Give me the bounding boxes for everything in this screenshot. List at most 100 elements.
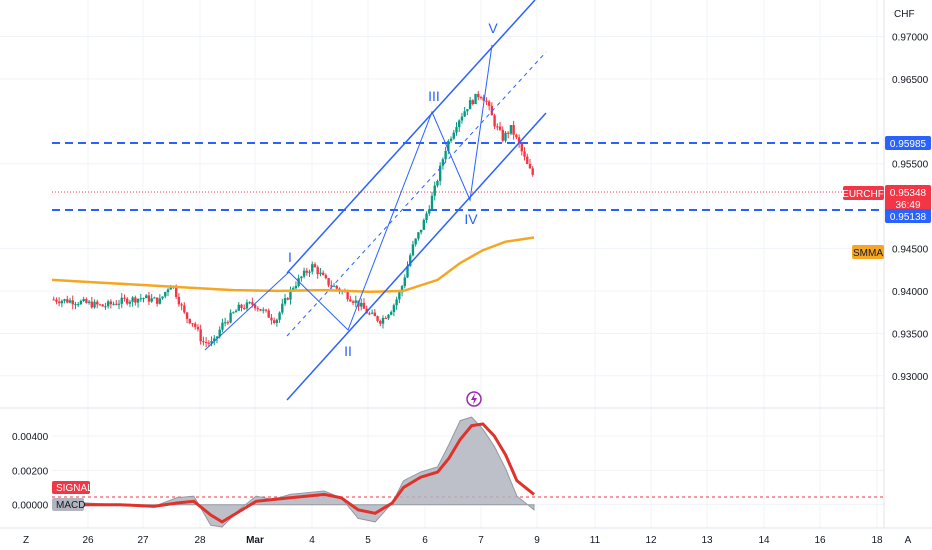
candle-body (79, 300, 83, 305)
candle-body (117, 303, 121, 305)
candle-body (466, 109, 469, 112)
candle-body (120, 297, 123, 304)
candlesticks (52, 91, 534, 348)
candle-body (349, 299, 352, 302)
candle-body (63, 299, 66, 301)
grid-lines (0, 0, 884, 528)
candle-body (275, 319, 279, 323)
candle-body (251, 302, 254, 305)
candle-body (300, 276, 303, 279)
candle-body (430, 195, 434, 210)
time-tick-label: 16 (814, 535, 826, 546)
candle-body (531, 168, 534, 175)
macd-label: MACD (56, 500, 85, 511)
candle-body (82, 299, 85, 301)
candle-body (55, 299, 58, 302)
candle-body (153, 297, 156, 299)
candle-body (381, 317, 385, 324)
candle-body (354, 300, 357, 303)
wave-label-5: V (488, 20, 498, 36)
candle-body (281, 303, 284, 313)
candle-body (400, 286, 404, 293)
signal-label: SIGNAL (56, 483, 93, 494)
candle-body (174, 286, 178, 297)
candle-body (164, 292, 167, 297)
candle-body (177, 296, 181, 305)
candle-body (292, 288, 295, 290)
candle-body (262, 309, 265, 311)
candle-body (438, 165, 442, 182)
candle-body (444, 150, 447, 160)
candle-body (455, 127, 458, 133)
channel-lower-line[interactable] (286, 112, 547, 401)
candle-body (507, 132, 510, 134)
candle-body (490, 105, 494, 116)
candle-body (68, 300, 72, 303)
candle-body (485, 100, 488, 102)
time-tick-label: Mar (246, 535, 264, 546)
time-tick-label: 4 (309, 535, 315, 546)
time-tick-label: 13 (701, 535, 713, 546)
candle-body (150, 298, 153, 302)
candle-body (199, 329, 202, 342)
time-tick-label: 18 (871, 535, 883, 546)
smma-line[interactable] (51, 236, 535, 294)
candle-body (436, 181, 439, 186)
candle-body (313, 264, 317, 268)
candle-body (498, 126, 502, 130)
candle-body (218, 329, 221, 337)
candle-body (468, 100, 472, 110)
event-marker-icon[interactable] (466, 391, 482, 407)
time-axis-left-corner[interactable]: Z (23, 535, 29, 546)
smma-label: SMMA (853, 248, 883, 259)
candle-body (526, 156, 529, 164)
signal-line (52, 422, 535, 524)
candle-body (387, 314, 390, 319)
candle-body (379, 320, 382, 324)
candle-body (180, 304, 183, 306)
time-axis-right-corner[interactable]: A (905, 535, 912, 546)
candle-body (373, 312, 377, 317)
candle-body (493, 115, 496, 127)
candle-body (109, 301, 113, 305)
candle-body (229, 312, 232, 323)
currency-label: CHF (894, 9, 915, 20)
candle-body (512, 125, 515, 135)
candle-body (136, 298, 140, 303)
candle-body (517, 137, 521, 144)
signal-tag: SIGNAL (52, 481, 93, 494)
candle-body (267, 310, 270, 318)
channel-upper-line[interactable] (286, 0, 536, 274)
candle-body (422, 220, 426, 230)
time-tick-label: 9 (534, 535, 540, 546)
wave-label-2: II (344, 343, 352, 359)
elliott-wave-path[interactable] (204, 44, 493, 351)
candle-body (243, 308, 246, 310)
candle-body (134, 297, 137, 303)
candle-body (93, 301, 96, 308)
candle-body (482, 97, 485, 101)
candle-body (147, 295, 151, 302)
candle-body (335, 285, 338, 289)
candle-body (98, 304, 102, 306)
channel-median-line[interactable] (286, 51, 547, 337)
symbol-label: EURCHF (842, 189, 884, 200)
candle-body (123, 297, 126, 299)
candle-body (286, 298, 289, 300)
candle-body (245, 302, 249, 309)
candle-body (204, 342, 208, 344)
candle-body (155, 297, 159, 304)
candle-body (210, 341, 213, 344)
candle-body (202, 341, 205, 343)
candle-body (272, 320, 276, 323)
lower-level-tag: 0.95138 (885, 209, 931, 223)
upper-level-tag: 0.95985 (885, 136, 931, 150)
candle-body (240, 304, 243, 309)
candle-body (474, 93, 477, 105)
price-tick-label: 0.97000 (892, 32, 929, 43)
last-price-value: 0.95348 (890, 188, 927, 199)
macd-histogram-area (51, 416, 535, 528)
candle-body (428, 209, 431, 214)
candle-body (324, 275, 328, 279)
